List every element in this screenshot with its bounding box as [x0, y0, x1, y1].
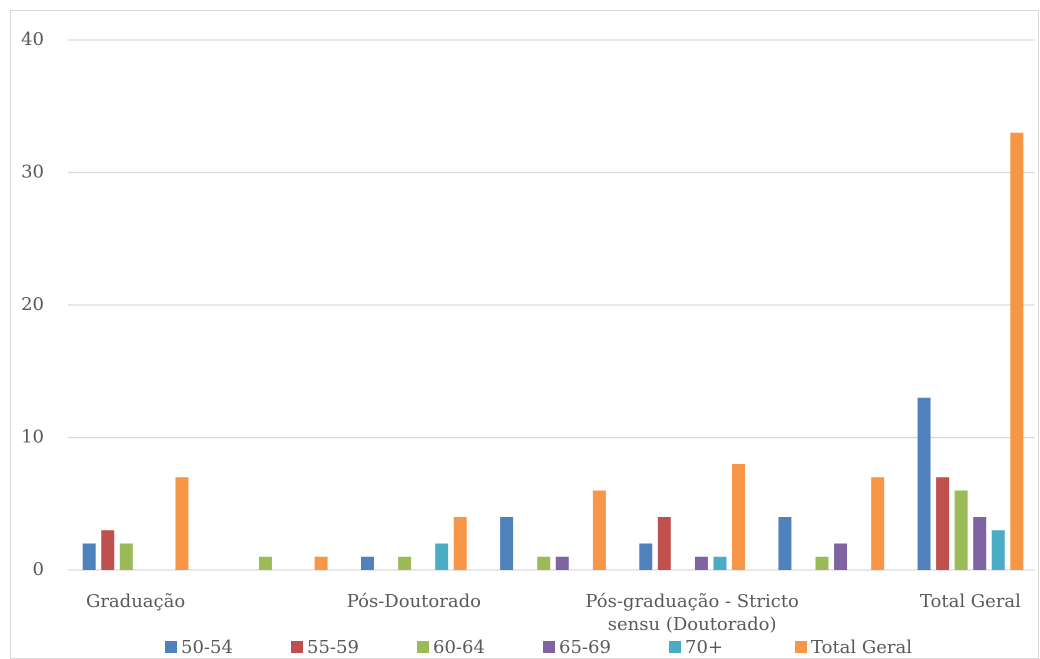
bar [713, 556, 727, 570]
bar [815, 556, 829, 570]
legend-label: 55-59 [307, 637, 359, 658]
bar [175, 477, 189, 570]
bar [555, 556, 569, 570]
legend-swatch [795, 641, 807, 653]
x-tick-label-line: Pós-Doutorado [347, 591, 481, 612]
bar [453, 517, 467, 570]
bar [871, 477, 885, 570]
bar [639, 543, 653, 570]
bar [82, 543, 96, 570]
y-tick-label: 10 [21, 427, 44, 448]
legend-swatch [417, 641, 429, 653]
bar [1010, 132, 1024, 570]
bar [314, 556, 328, 570]
legend-swatch [291, 641, 303, 653]
bar [657, 517, 671, 570]
y-tick-label: 30 [21, 162, 44, 183]
bar [694, 556, 708, 570]
bar [732, 464, 746, 570]
y-tick-label: 0 [33, 559, 44, 580]
legend-label: 70+ [685, 637, 723, 658]
bar [592, 490, 606, 570]
y-tick-label: 20 [21, 294, 44, 315]
chart-border [10, 10, 1039, 659]
bar [537, 556, 551, 570]
bar [101, 530, 115, 570]
bar [973, 517, 987, 570]
x-tick-label-line: Pós-graduação - Stricto [585, 591, 799, 612]
y-tick-label: 40 [21, 29, 44, 50]
x-tick-label-line: sensu (Doutorado) [608, 614, 777, 635]
legend-label: 50-54 [181, 637, 233, 658]
bar [360, 556, 374, 570]
x-tick-label-line: Graduação [86, 591, 185, 612]
bar [778, 517, 792, 570]
legend-label: 65-69 [559, 637, 611, 658]
legend-label: 60-64 [433, 637, 485, 658]
x-tick-label: Pós-graduação - Stricto sensu (Doutorado) [585, 591, 799, 635]
bar [398, 556, 412, 570]
bar [936, 477, 950, 570]
bar [917, 397, 931, 570]
x-tick-label: Total Geral [920, 591, 1021, 612]
bar [954, 490, 968, 570]
bar [834, 543, 848, 570]
legend-label: Total Geral [811, 637, 912, 658]
legend-swatch [543, 641, 555, 653]
bar [119, 543, 133, 570]
x-tick-label: Pós-Doutorado [347, 591, 481, 612]
bar [991, 530, 1005, 570]
bar [435, 543, 449, 570]
x-tick-label: Graduação [86, 591, 185, 612]
bar [258, 556, 272, 570]
legend-swatch [165, 641, 177, 653]
legend-swatch [669, 641, 681, 653]
bar [500, 517, 514, 570]
x-tick-label-line: Total Geral [920, 591, 1021, 612]
